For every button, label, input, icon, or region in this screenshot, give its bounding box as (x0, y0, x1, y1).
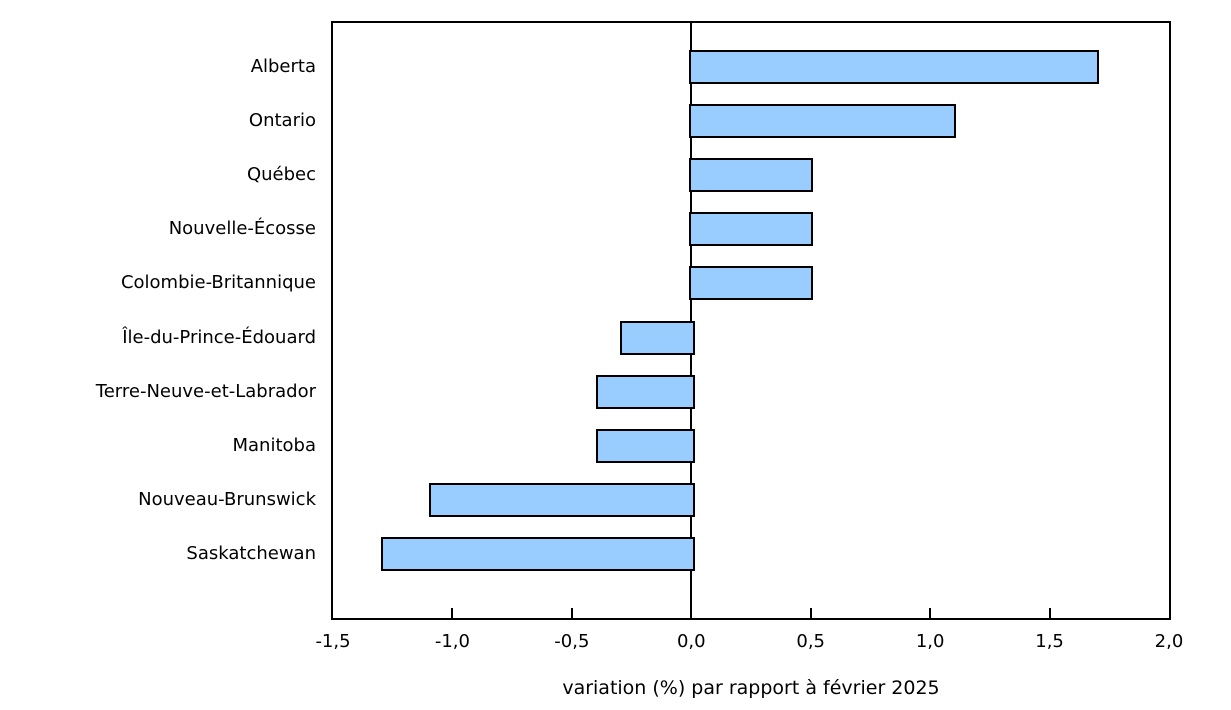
x-tick-mark (1048, 608, 1051, 618)
x-tick-label: -0,5 (554, 631, 590, 652)
x-tick-label: 0,0 (676, 631, 706, 652)
x-tick-label: -1,5 (315, 631, 351, 652)
category-label: Manitoba (232, 434, 317, 456)
bar (619, 320, 696, 355)
category-label: Ontario (248, 110, 316, 132)
bar (595, 428, 696, 463)
category-label: Alberta (250, 56, 316, 77)
x-tick-mark (451, 608, 454, 618)
x-tick-mark (570, 608, 573, 618)
category-label: Saskatchewan (186, 542, 316, 564)
plot-area (331, 21, 1171, 620)
x-tick-mark (809, 608, 812, 618)
x-tick-label: 1,5 (1035, 631, 1064, 652)
bar (689, 266, 813, 301)
x-tick-label: 0,5 (796, 631, 826, 652)
bar (689, 50, 1100, 84)
category-label: Colombie-Britannique (120, 272, 316, 294)
x-tick-label: -1,0 (434, 631, 470, 652)
bar (689, 158, 813, 193)
x-tick-label: 2,0 (1154, 631, 1184, 652)
bar (380, 536, 696, 571)
category-label: Nouveau-Brunswick (138, 488, 316, 510)
category-label: Nouvelle-Écosse (168, 218, 316, 240)
bar (428, 482, 696, 517)
x-axis-title: variation (%) par rapport à février 2025 (562, 677, 940, 699)
bar (689, 104, 957, 139)
category-label: Île-du-Prince-Édouard (122, 326, 316, 348)
bar (689, 212, 813, 247)
category-label: Terre-Neuve-et-Labrador (95, 380, 316, 402)
category-label: Québec (246, 164, 316, 186)
x-tick-mark (929, 608, 932, 618)
x-tick-label: 1,0 (915, 631, 945, 652)
bar (595, 374, 696, 409)
